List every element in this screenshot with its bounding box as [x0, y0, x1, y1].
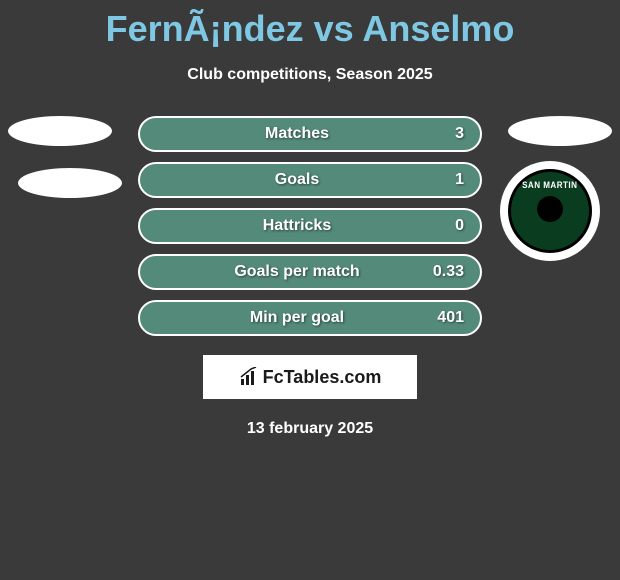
club-name-text: SAN MARTIN: [522, 180, 577, 190]
club-ball-icon: [537, 196, 563, 222]
stat-label: Goals: [140, 171, 424, 189]
stat-label: Matches: [140, 125, 424, 143]
player-right-placeholder: [508, 116, 612, 146]
stat-value: 0.33: [424, 263, 464, 281]
stat-label: Goals per match: [140, 263, 424, 281]
stat-row-goals: Goals 1: [138, 162, 482, 198]
stat-value: 3: [424, 125, 464, 143]
stat-row-goals-per-match: Goals per match 0.33: [138, 254, 482, 290]
stat-row-min-per-goal: Min per goal 401: [138, 300, 482, 336]
bar-chart-icon: [239, 367, 259, 387]
stat-label: Hattricks: [140, 217, 424, 235]
stat-value: 401: [424, 309, 464, 327]
page-subtitle: Club competitions, Season 2025: [0, 66, 620, 84]
brand-name: FcTables.com: [263, 367, 382, 388]
stat-value: 0: [424, 217, 464, 235]
club-logo-right: SAN MARTIN: [500, 161, 600, 261]
comparison-area: SAN MARTIN Matches 3 Goals 1 Hattricks 0…: [0, 116, 620, 438]
snapshot-date: 13 february 2025: [0, 420, 620, 438]
stat-row-hattricks: Hattricks 0: [138, 208, 482, 244]
stat-value: 1: [424, 171, 464, 189]
club-crest-icon: SAN MARTIN: [508, 169, 592, 253]
player-left-placeholder-1: [8, 116, 112, 146]
stat-label: Min per goal: [140, 309, 424, 327]
page-title: FernÃ¡ndez vs Anselmo: [0, 0, 620, 50]
player-left-placeholder-2: [18, 168, 122, 198]
stats-list: Matches 3 Goals 1 Hattricks 0 Goals per …: [138, 116, 482, 336]
brand-attribution[interactable]: FcTables.com: [202, 354, 418, 400]
stat-row-matches: Matches 3: [138, 116, 482, 152]
